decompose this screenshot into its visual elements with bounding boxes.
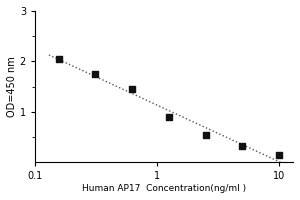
Point <box>130 88 135 91</box>
Point <box>167 115 171 118</box>
Point <box>240 145 245 148</box>
Point <box>56 57 61 60</box>
X-axis label: Human AP17  Concentration(ng/ml ): Human AP17 Concentration(ng/ml ) <box>82 184 246 193</box>
Y-axis label: OD=450 nm: OD=450 nm <box>7 56 17 117</box>
Point <box>93 72 98 76</box>
Point <box>277 153 281 156</box>
Point <box>203 133 208 136</box>
